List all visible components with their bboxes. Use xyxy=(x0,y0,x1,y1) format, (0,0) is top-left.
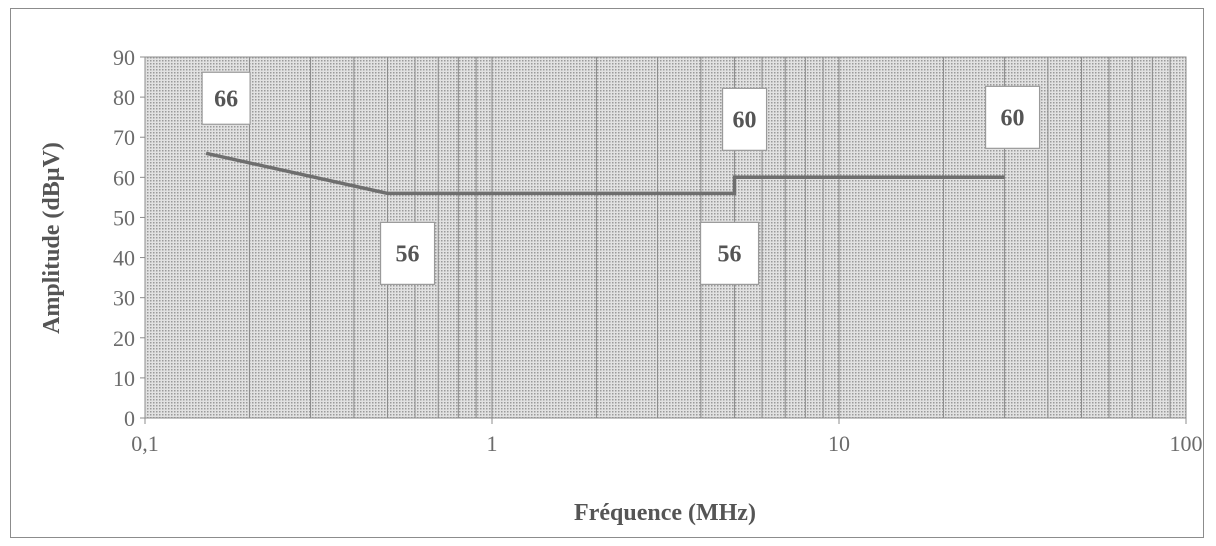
y-tick-label: 40 xyxy=(113,246,135,271)
x-tick-label: 100 xyxy=(1170,431,1203,456)
data-label-text: 56 xyxy=(718,241,742,267)
y-tick-label: 90 xyxy=(113,45,135,70)
data-label-text: 60 xyxy=(1001,105,1025,131)
limit-line xyxy=(205,151,1005,196)
y-tick-label: 10 xyxy=(113,366,135,391)
data-label-box xyxy=(201,71,251,125)
y-tick-label: 60 xyxy=(113,165,135,190)
data-label-box xyxy=(699,221,760,285)
x-tick-label: 1 xyxy=(487,431,498,456)
data-label-box xyxy=(984,85,1041,149)
data-label: 66 xyxy=(201,71,251,125)
y-tick-label: 80 xyxy=(113,85,135,110)
grid-lines xyxy=(248,57,1171,418)
y-axis-title: Amplitude (dBµV) xyxy=(39,142,65,334)
y-axis: 0 10 20 30 40 50 60 70 80 90 xyxy=(113,45,145,431)
y-tick-label: 70 xyxy=(113,125,135,150)
y-tick-label: 50 xyxy=(113,205,135,230)
data-label-text: 56 xyxy=(396,241,420,267)
y-tick-label: 0 xyxy=(124,406,135,431)
x-axis-title: Fréquence (MHz) xyxy=(574,500,756,526)
x-tick-label: 10 xyxy=(828,431,850,456)
data-labels-group: 66 56 56 60 60 xyxy=(201,71,1041,285)
data-label-box xyxy=(721,87,768,151)
x-tick-label: 0,1 xyxy=(131,431,159,456)
data-label: 60 xyxy=(984,85,1041,149)
y-tick-label: 30 xyxy=(113,286,135,311)
data-label-box xyxy=(379,221,436,285)
data-label: 56 xyxy=(379,221,436,285)
x-axis: 0,1 1 10 100 xyxy=(131,418,1203,456)
data-label: 60 xyxy=(721,87,768,151)
data-label: 56 xyxy=(699,221,760,285)
series-group xyxy=(205,151,1005,196)
data-label-text: 66 xyxy=(214,86,238,112)
y-tick-label: 20 xyxy=(113,326,135,351)
data-label-text: 60 xyxy=(733,107,757,133)
